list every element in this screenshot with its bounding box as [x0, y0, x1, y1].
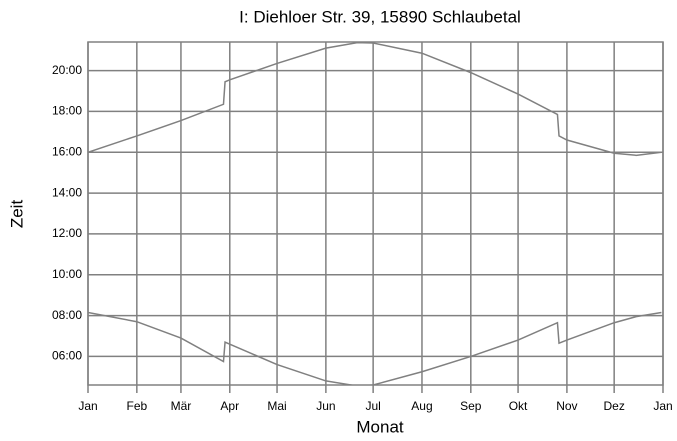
x-tick-label: Mai — [267, 399, 286, 413]
x-tick-label: Nov — [556, 399, 577, 413]
y-tick-label: 20:00 — [52, 63, 82, 77]
y-tick-label: 12:00 — [52, 226, 82, 240]
y-tick-label: 16:00 — [52, 144, 82, 158]
x-axis-label: Monat — [356, 417, 404, 436]
y-axis-label: Zeit — [7, 200, 26, 229]
x-tick-label: Jan — [653, 399, 672, 413]
y-tick-label: 14:00 — [52, 185, 82, 199]
x-tick-label: Jun — [316, 399, 335, 413]
series-line — [88, 42, 662, 157]
x-tick-label: Jul — [365, 399, 380, 413]
x-tick-label: Apr — [220, 399, 239, 413]
y-tick-label: 18:00 — [52, 104, 82, 118]
chart-title: I: Diehloer Str. 39, 15890 Schlaubetal — [239, 7, 521, 26]
x-tick-label: Jan — [78, 399, 97, 413]
plot-frame — [87, 41, 664, 386]
series-line — [88, 311, 662, 385]
x-tick-label: Dez — [603, 399, 624, 413]
x-tick-label: Okt — [509, 399, 528, 413]
x-tick-label: Sep — [460, 399, 482, 413]
x-tick-label: Aug — [411, 399, 432, 413]
y-tick-label: 06:00 — [52, 349, 82, 363]
y-tick-label: 10:00 — [52, 267, 82, 281]
x-tick-label: Mär — [171, 399, 192, 413]
x-tick-label: Feb — [126, 399, 147, 413]
y-tick-label: 08:00 — [52, 308, 82, 322]
